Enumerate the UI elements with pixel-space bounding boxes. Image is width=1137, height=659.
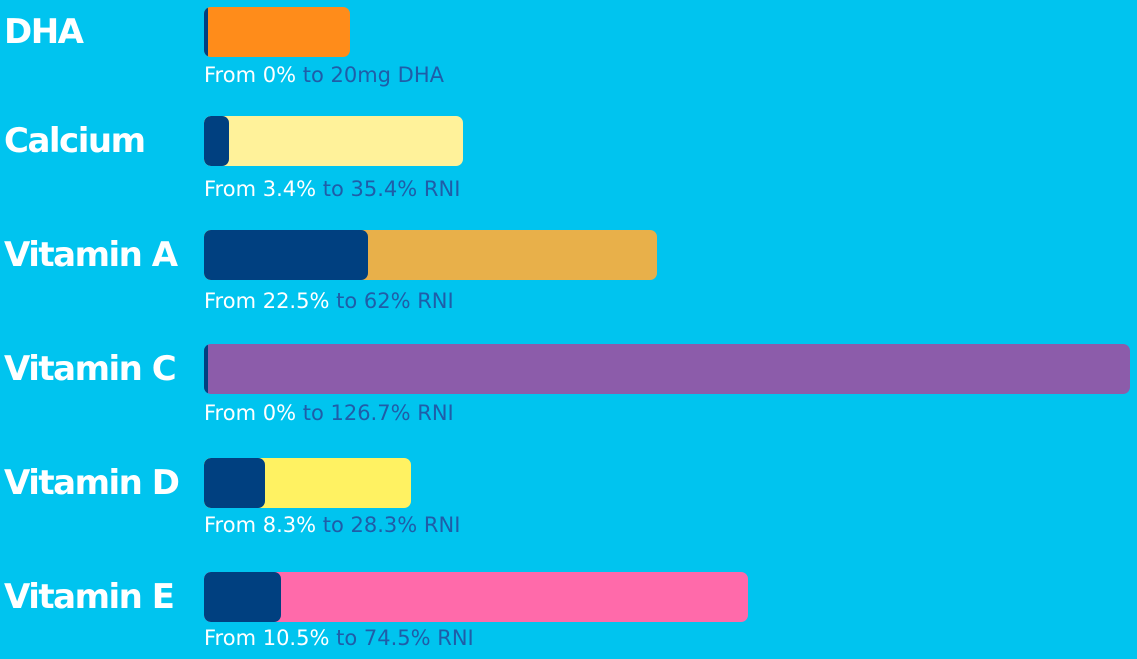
bar-vitamin-d-from	[204, 458, 265, 508]
bar-vitamin-d	[204, 458, 411, 508]
bar-vitamin-a	[204, 230, 657, 280]
caption-dha-from: From 0%	[204, 63, 297, 87]
bar-dha	[204, 7, 350, 57]
caption-vitamin-c-from: From 0%	[204, 401, 297, 425]
bar-dha-from	[204, 7, 208, 57]
bar-vitamin-c-from	[204, 344, 208, 394]
bar-vitamin-a-from	[204, 230, 368, 280]
caption-vitamin-a: From 22.5% to 62% RNI	[204, 287, 454, 315]
bar-vitamin-e-from	[204, 572, 281, 622]
caption-vitamin-a-to: to 62% RNI	[336, 289, 454, 313]
caption-calcium-to: to 35.4% RNI	[322, 177, 461, 201]
caption-vitamin-e-from: From 10.5%	[204, 626, 330, 650]
row-label-vitamin-c: Vitamin C	[4, 349, 177, 389]
caption-vitamin-c: From 0% to 126.7% RNI	[204, 399, 454, 427]
row-label-vitamin-d: Vitamin D	[4, 463, 180, 503]
caption-vitamin-d: From 8.3% to 28.3% RNI	[204, 511, 460, 539]
bar-vitamin-e	[204, 572, 748, 622]
bar-calcium	[204, 116, 463, 166]
caption-vitamin-d-to: to 28.3% RNI	[322, 513, 461, 537]
row-label-vitamin-e: Vitamin E	[4, 577, 175, 617]
caption-calcium: From 3.4% to 35.4% RNI	[204, 175, 460, 203]
row-label-vitamin-a: Vitamin A	[4, 235, 178, 275]
caption-vitamin-c-to: to 126.7% RNI	[302, 401, 454, 425]
caption-vitamin-d-from: From 8.3%	[204, 513, 317, 537]
row-label-calcium: Calcium	[4, 121, 146, 161]
caption-dha: From 0% to 20mg DHA	[204, 61, 444, 89]
caption-vitamin-e-to: to 74.5% RNI	[336, 626, 474, 650]
bar-vitamin-c	[204, 344, 1130, 394]
caption-dha-to: to 20mg DHA	[302, 63, 444, 87]
caption-calcium-from: From 3.4%	[204, 177, 317, 201]
caption-vitamin-e: From 10.5% to 74.5% RNI	[204, 624, 474, 652]
row-label-dha: DHA	[4, 12, 84, 52]
bar-calcium-from	[204, 116, 229, 166]
caption-vitamin-a-from: From 22.5%	[204, 289, 330, 313]
